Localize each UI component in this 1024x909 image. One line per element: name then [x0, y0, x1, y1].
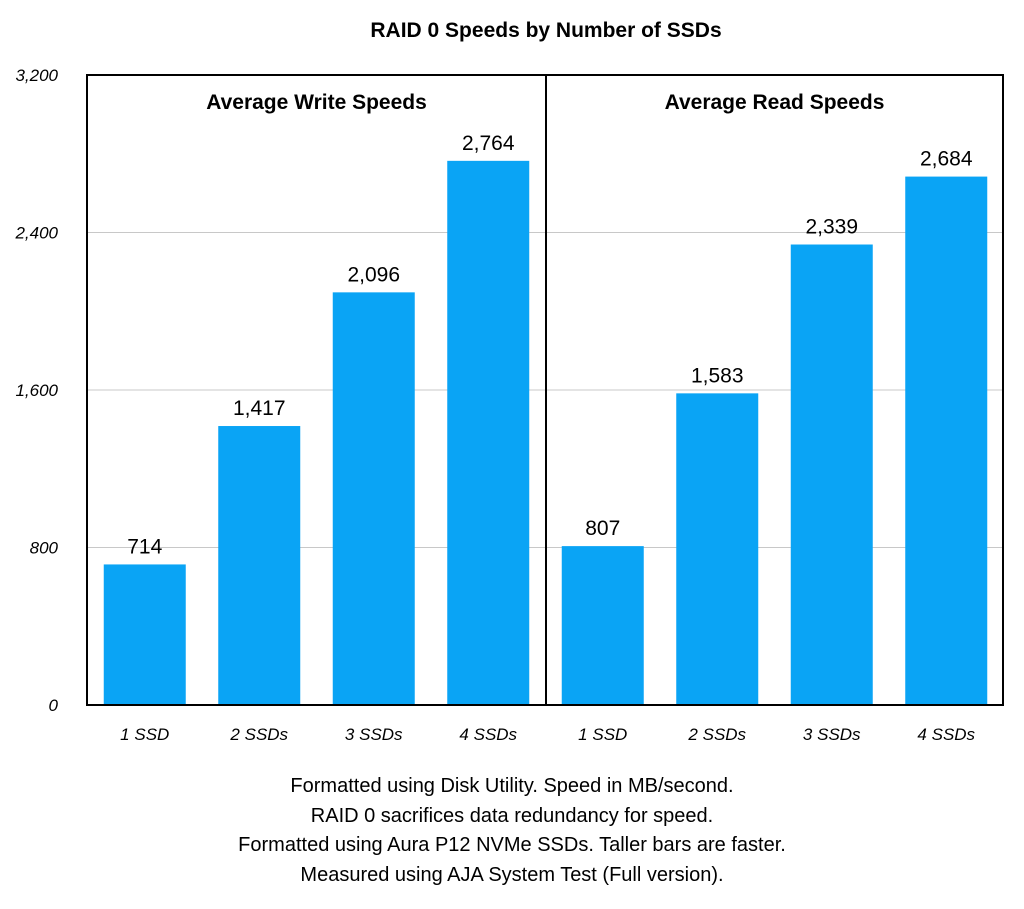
x-tick-label: 1 SSD: [578, 725, 627, 744]
bar: [332, 292, 415, 705]
bar: [676, 393, 759, 705]
x-tick-label: 4 SSDs: [917, 725, 975, 744]
panel-title: Average Read Speeds: [665, 91, 885, 114]
panel-title: Average Write Speeds: [206, 91, 427, 114]
data-label: 807: [585, 517, 620, 540]
data-labels: 714 1,417 2,096 2,764 807 1,583 2,339 2,684: [127, 132, 973, 559]
x-tick-label: 1 SSD: [120, 725, 169, 744]
note-line: Formatted using Disk Utility. Speed in M…: [290, 775, 734, 797]
y-tick-label: 3,200: [15, 66, 58, 85]
data-label: 2,684: [920, 148, 973, 171]
x-tick-label: 2 SSDs: [687, 725, 746, 744]
x-tick-label: 3 SSDs: [803, 725, 861, 744]
data-label: 2,339: [805, 216, 858, 239]
data-label: 1,583: [691, 364, 744, 387]
note-line: RAID 0 sacrifices data redundancy for sp…: [310, 804, 714, 827]
x-tick-label: 2 SSDs: [229, 725, 288, 744]
x-axis-ticks: 1 SSD 2 SSDs 3 SSDs 4 SSDs 1 SSD 2 SSDs 3 SSDs…: [120, 725, 975, 744]
chart-notes: Formatted using Disk Utility. Speed in M…: [0, 772, 1024, 890]
note-line: Formatted using Aura P12 NVMe SSDs. Tall…: [238, 834, 786, 856]
raid0-speed-chart: RAID 0 Speeds by Number of SSDs 0 800 1,60…: [14, 19, 1004, 744]
note-line: Measured using AJA System Test (Full ver…: [300, 863, 724, 886]
data-label: 2,764: [462, 132, 515, 155]
x-tick-label: 3 SSDs: [345, 725, 403, 744]
bar: [561, 546, 644, 705]
chart-title: RAID 0 Speeds by Number of SSDs: [370, 19, 721, 42]
bar: [103, 564, 186, 705]
bar: [790, 244, 873, 705]
bar: [905, 176, 988, 705]
panel-titles: Average Write Speeds Average Read Speeds: [206, 91, 884, 114]
y-tick-label: 800: [30, 539, 59, 558]
plot-frame: [86, 74, 1004, 706]
y-tick-label: 0: [49, 696, 59, 715]
data-label: 1,417: [233, 397, 286, 420]
y-tick-label: 1,600: [15, 381, 58, 400]
bar: [218, 426, 301, 705]
bar: [447, 160, 530, 705]
x-tick-label: 4 SSDs: [459, 725, 517, 744]
y-tick-label: 2,400: [14, 224, 58, 243]
data-label: 714: [127, 535, 162, 558]
y-axis-ticks: 0 800 1,600 2,400 3,200: [14, 66, 58, 715]
data-label: 2,096: [347, 263, 400, 286]
bar-group: [103, 160, 988, 705]
